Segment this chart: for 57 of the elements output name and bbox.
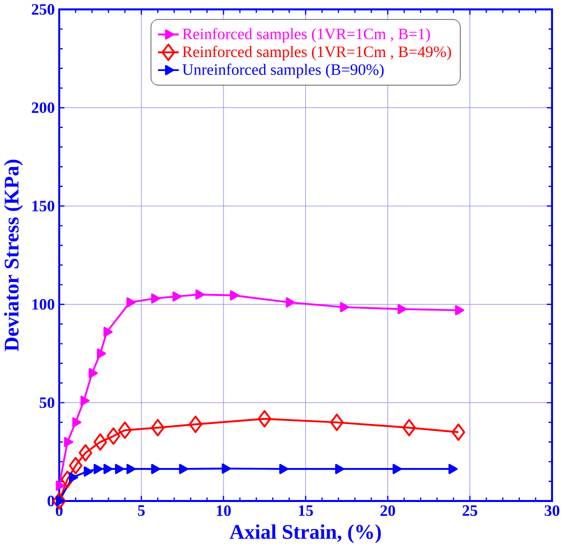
point	[94, 433, 108, 451]
point	[402, 418, 416, 436]
x-tick-label: 30	[544, 505, 560, 516]
point	[330, 414, 344, 431]
point	[118, 421, 132, 439]
point	[448, 464, 458, 474]
x-tick-label: 5	[138, 505, 145, 516]
point	[452, 423, 466, 441]
point	[103, 326, 113, 337]
point	[179, 464, 188, 474]
point	[126, 464, 136, 474]
x-axis-title: Axial Strain, (%)	[230, 524, 381, 544]
y-axis-title: Deviator Stress (KPa)	[4, 160, 23, 352]
point	[455, 305, 464, 316]
point	[64, 436, 74, 448]
point	[286, 297, 295, 308]
point	[103, 464, 113, 474]
point	[68, 472, 78, 482]
point	[340, 302, 350, 312]
point	[335, 464, 344, 474]
point	[78, 444, 92, 462]
point	[60, 470, 74, 488]
point	[392, 464, 402, 474]
point	[230, 290, 240, 300]
point	[126, 297, 136, 308]
point	[94, 464, 103, 474]
point	[72, 417, 82, 428]
point	[151, 418, 165, 436]
point	[172, 291, 182, 302]
y-tick-label: 250	[32, 4, 54, 15]
point	[151, 464, 160, 474]
point	[151, 293, 160, 304]
x-tick-label: 15	[298, 505, 313, 516]
x-tick-label: 20	[380, 505, 396, 516]
y-tick-label: 50	[40, 397, 54, 408]
y-tick-label: 100	[32, 298, 54, 310]
y-tick-label: 150	[32, 200, 54, 212]
y-tick-label: 200	[32, 102, 54, 113]
point	[68, 456, 82, 474]
point	[222, 463, 231, 474]
point	[96, 348, 106, 359]
point	[56, 480, 65, 491]
point	[114, 464, 124, 474]
point	[106, 427, 120, 445]
point	[84, 466, 93, 477]
point	[258, 410, 272, 428]
point	[195, 289, 205, 300]
legend-label: Reinforced samples (1VR=1Cm , B=1)	[182, 28, 430, 42]
point	[279, 464, 288, 474]
point	[398, 304, 407, 314]
x-tick-label: 10	[216, 505, 231, 516]
point	[88, 368, 98, 378]
x-tick-label: 25	[462, 505, 478, 516]
legend-label: Unreinforced samples (B=90%)	[182, 64, 384, 78]
point	[188, 416, 202, 433]
legend-label: Reinforced samples (1VR=1Cm , B=49%)	[182, 46, 452, 60]
point	[80, 396, 90, 406]
